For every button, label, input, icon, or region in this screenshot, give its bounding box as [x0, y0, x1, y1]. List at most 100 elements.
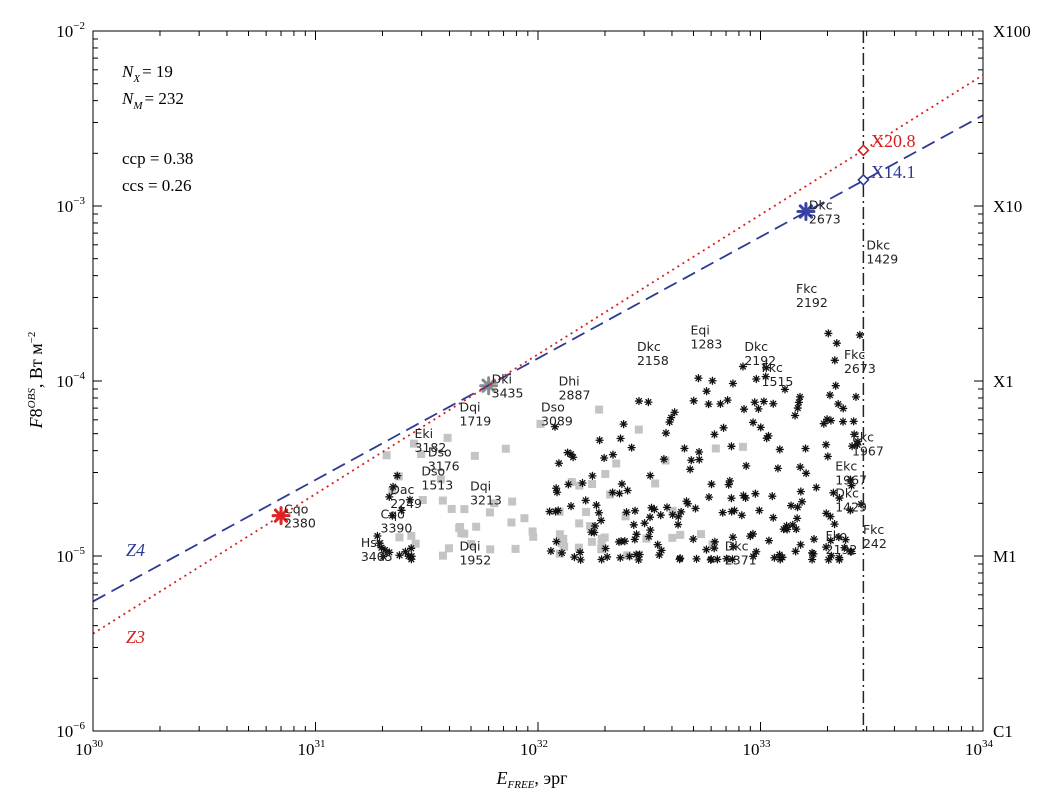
black-data-point [673, 520, 683, 529]
black-data-point [727, 442, 736, 451]
black-data-point [846, 506, 855, 515]
point-number-label: 3390 [381, 520, 413, 535]
point-number-label: 1952 [459, 552, 491, 567]
diamond-marker [857, 144, 870, 157]
black-data-point [615, 489, 624, 498]
point-labels-layer: Dkc2673Dkc1429Fkc2192Fkc2673Ekc1967Dkc14… [284, 198, 898, 568]
gray-data-point [443, 433, 452, 442]
black-data-point [395, 551, 404, 560]
black-data-point [377, 543, 386, 552]
point-class-label: Cqo [381, 506, 405, 521]
black-data-point [826, 536, 835, 545]
black-data-point [728, 555, 737, 564]
gray-data-point [676, 530, 685, 539]
point-number-label: 1719 [459, 414, 491, 429]
black-data-point [570, 552, 579, 562]
black-data-point [680, 444, 689, 453]
black-data-point [829, 488, 838, 497]
black-data-point [630, 506, 640, 515]
gray-data-point [411, 539, 420, 548]
black-data-point [670, 408, 679, 417]
black-data-point [749, 552, 758, 561]
black-data-point [723, 395, 732, 405]
gray-data-point [444, 544, 453, 553]
black-data-point [564, 480, 573, 489]
ccp-stat: ccp = 0.38 [122, 149, 193, 168]
black-data-point [393, 471, 402, 480]
black-data-point [741, 493, 750, 503]
point-class-label: Dkc [866, 237, 890, 252]
black-data-point [846, 475, 855, 484]
black-data-point [775, 445, 784, 454]
ccs-stat: ccs = 0.26 [122, 176, 192, 195]
black-data-point [675, 555, 684, 564]
black-data-point [824, 329, 833, 338]
black-data-point [566, 502, 576, 511]
black-data-point [689, 534, 698, 544]
black-data-point [707, 480, 716, 489]
black-data-point [728, 379, 738, 388]
black-data-point [737, 511, 746, 520]
gray-data-point [555, 530, 564, 539]
gray-data-point [438, 496, 447, 505]
black-data-point [657, 546, 666, 555]
gray-data-point [460, 505, 469, 514]
black-data-point [645, 513, 655, 522]
black-data-point [640, 519, 649, 528]
black-data-point [773, 464, 783, 473]
gray-data-point [511, 544, 520, 553]
black-data-point [788, 520, 797, 530]
black-data-point [616, 553, 625, 562]
black-data-point [702, 387, 711, 396]
black-data-point [692, 554, 701, 563]
gray-data-point [601, 469, 610, 478]
black-data-point [730, 506, 739, 515]
point-number-label: 2380 [284, 516, 316, 531]
black-data-point [822, 509, 831, 518]
gray-data-point [528, 527, 537, 536]
black-data-point [401, 547, 410, 556]
point-class-label: Dac [390, 482, 414, 497]
black-data-point [762, 363, 771, 372]
black-data-point [719, 423, 728, 432]
black-data-point [590, 521, 600, 531]
gray-data-point [560, 542, 569, 551]
black-data-point [825, 390, 835, 400]
black-data-point [373, 531, 382, 541]
black-data-point [662, 503, 672, 512]
gray-data-point [388, 486, 397, 495]
black-data-point [738, 362, 748, 371]
black-data-point [616, 434, 625, 443]
black-data-point [780, 385, 790, 394]
point-class-label: Dkc [835, 486, 859, 501]
line-labels: Z4 Z3 [126, 540, 145, 647]
black-data-point [782, 525, 792, 534]
black-data-point [608, 450, 618, 459]
point-number-label: 1283 [691, 336, 723, 351]
point-class-label: Fkc [844, 347, 865, 362]
Z3-line [93, 74, 983, 635]
lines-layer [93, 31, 983, 731]
nm-stat: NM = 232 [121, 89, 184, 112]
gray-data-point [520, 514, 529, 523]
black-data-point [739, 405, 749, 414]
black-data-point [786, 501, 796, 510]
x-tick-label: 1030 [75, 738, 104, 759]
gray-data-point [486, 545, 495, 554]
black-data-point [790, 411, 800, 420]
black-data-point [752, 374, 761, 384]
black-data-point [676, 507, 686, 517]
gray-data-point [529, 532, 538, 541]
gray-data-point [467, 540, 476, 549]
point-number-label: 2192 [826, 542, 858, 557]
point-class-label: Fko [826, 528, 848, 543]
point-number-label: 2192 [744, 353, 776, 368]
black-data-point [748, 529, 758, 539]
right-axis-label: X100 [993, 22, 1031, 41]
point-class-label: Eqi [691, 322, 710, 337]
black-data-point [727, 494, 736, 503]
black-data-point [596, 516, 606, 525]
black-data-point [793, 403, 802, 413]
black-data-point [718, 508, 727, 517]
